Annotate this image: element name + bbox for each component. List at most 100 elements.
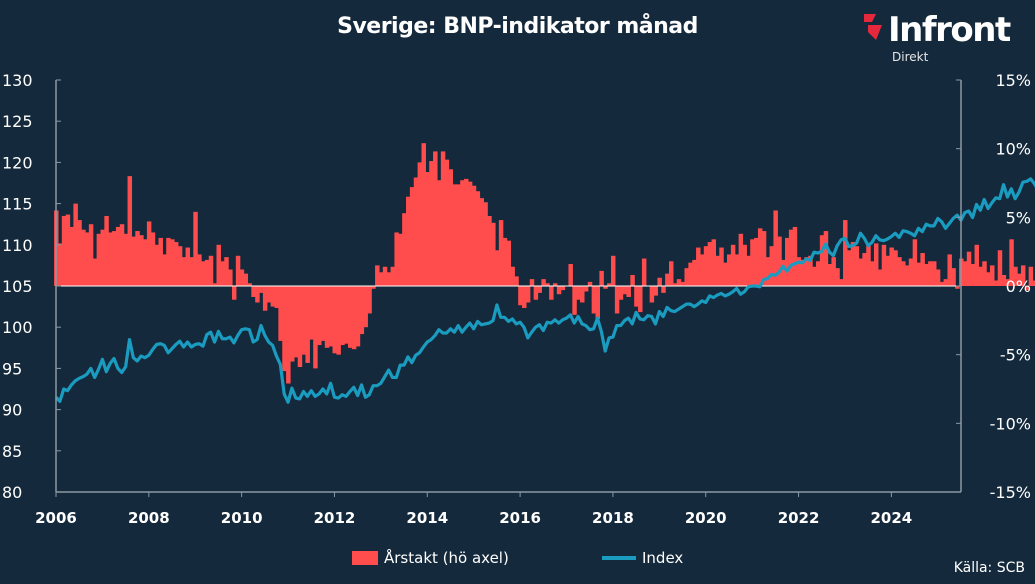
bar-mark [150, 232, 156, 286]
bar-mark [382, 266, 388, 286]
bar-mark [622, 286, 628, 295]
bar-mark [792, 226, 798, 286]
legend-item-index: Index [602, 549, 683, 567]
x-tick-label: 2016 [499, 509, 541, 527]
bar-mark [367, 286, 372, 314]
legend-label-index: Index [642, 549, 684, 567]
bar-mark [638, 286, 643, 313]
bar-mark [359, 286, 365, 335]
bar-mark [893, 250, 898, 286]
bar-mark [61, 215, 67, 286]
bar-mark [699, 254, 705, 286]
logo-word: Infront [888, 10, 1011, 50]
bar-mark [529, 279, 535, 286]
bar-mark [986, 272, 991, 286]
bar-mark [665, 273, 670, 286]
bar-mark [112, 231, 117, 286]
bar-mark [131, 236, 136, 286]
bar-mark [649, 286, 655, 303]
index-line [54, 177, 1035, 404]
bar-mark [901, 261, 906, 286]
bar-mark [313, 286, 318, 369]
bar-mark [595, 286, 600, 319]
legend-swatch-line [602, 556, 636, 560]
bar-mark [189, 257, 194, 286]
bar-mark [525, 286, 531, 303]
bar-mark [912, 239, 918, 286]
bar-mark [781, 259, 786, 286]
bar-mark [812, 266, 817, 286]
bar-mark [212, 283, 218, 286]
bar-mark [1020, 265, 1026, 286]
bar-mark [378, 272, 384, 286]
right-tick-label: -15% [990, 483, 1031, 502]
bar-mark [1013, 266, 1018, 286]
bar-mark [81, 229, 86, 286]
bar-mark [328, 286, 334, 347]
bar-mark [375, 265, 380, 286]
bar-mark [514, 276, 519, 286]
bar-mark [421, 143, 426, 286]
bar-mark [993, 280, 999, 286]
bar-mark [591, 286, 597, 314]
bar-mark [672, 283, 678, 286]
bar-mark [587, 281, 593, 286]
bar-mark [661, 286, 666, 293]
bar-mark [301, 286, 307, 355]
bar-mark [858, 258, 863, 286]
bar-mark [394, 232, 399, 286]
bar-mark [904, 265, 910, 286]
bar-mark [479, 198, 484, 286]
bar-mark [220, 261, 225, 286]
left-tick-label: 80 [2, 483, 22, 502]
bar-mark [877, 269, 883, 286]
bar-mark [889, 247, 894, 286]
bar-mark [440, 151, 446, 286]
bar-mark [769, 246, 775, 286]
right-tick-label: -10% [990, 414, 1031, 433]
bar-mark [939, 281, 945, 286]
x-tick-label: 2008 [128, 509, 170, 527]
bar-mark [719, 247, 724, 286]
bar-mark [429, 161, 434, 286]
bar-mark [800, 259, 805, 286]
bar-mark [978, 266, 983, 286]
bar-mark [692, 259, 697, 286]
bar-mark [788, 229, 794, 286]
bar-mark [669, 261, 674, 286]
bar-mark [224, 257, 229, 286]
bar-mark [754, 237, 759, 286]
bar-mark [510, 266, 515, 286]
bar-mark [730, 244, 736, 286]
bar-mark [324, 286, 330, 348]
bar-mark [193, 211, 198, 286]
bar-mark [433, 151, 438, 286]
bar-mark [711, 239, 717, 286]
bar-mark [680, 281, 686, 286]
legend-label-arstakt: Årstakt (hö axel) [384, 549, 509, 567]
bar-mark [162, 254, 167, 286]
bar-mark [471, 185, 477, 286]
bar-mark [456, 184, 461, 286]
bar-mark [177, 246, 183, 286]
right-tick-label: 0% [1006, 277, 1031, 296]
bar-mark [676, 279, 682, 286]
bar-mark [742, 244, 747, 286]
bar-mark [854, 246, 860, 286]
bar-mark [568, 264, 573, 286]
bar-mark [158, 237, 163, 286]
bar-mark [549, 286, 554, 300]
left-tick-label: 130 [2, 71, 33, 90]
bar-mark [259, 286, 264, 293]
bar-mark [603, 286, 608, 289]
bar-mark [231, 286, 237, 300]
bar-mark [88, 224, 94, 286]
bar-mark [657, 277, 662, 286]
bar-mark [216, 244, 221, 286]
bar-mark [96, 233, 102, 286]
x-tick-label: 2012 [314, 509, 356, 527]
bar-mark [630, 275, 635, 286]
bar-mark [947, 254, 952, 286]
bar-mark [1028, 266, 1034, 286]
bar-mark [371, 286, 376, 289]
